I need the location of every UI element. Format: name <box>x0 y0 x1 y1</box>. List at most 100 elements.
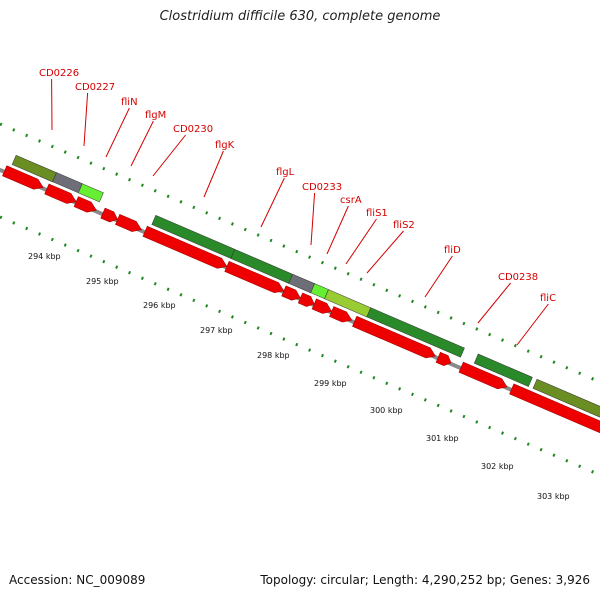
cds-arrow-5 <box>115 214 142 232</box>
topology-label: Topology: circular; Length: 4,290,252 bp… <box>260 573 590 587</box>
gene-label-leader <box>152 134 186 177</box>
outer-tick-line-tick <box>218 216 222 221</box>
gene-label-leader <box>83 92 89 147</box>
gene-label-leader <box>345 218 377 265</box>
accession-label: Accession: NC_009089 <box>9 573 146 587</box>
cds-arrow-3 <box>73 196 97 213</box>
gene-label-leader <box>260 177 285 228</box>
scale-label: 301 kbp <box>426 434 459 443</box>
inner-tick-line-tick <box>591 470 595 474</box>
gene-label-flgM: flgM <box>145 110 166 121</box>
gene-label-fliC: fliC <box>540 293 556 304</box>
outer-tick-line-tick <box>513 343 517 348</box>
scale-label: 294 kbp <box>28 252 61 261</box>
outer-tick-line-tick <box>128 177 132 182</box>
scale-label: 300 kbp <box>370 406 403 415</box>
scale-label: 298 kbp <box>257 351 290 360</box>
gene-label-leader <box>105 107 130 158</box>
outer-tick-line-tick <box>308 255 312 259</box>
gene-bar-CD0238 <box>473 353 533 387</box>
scale-label: 295 kbp <box>86 277 119 286</box>
inner-tick-line-tick <box>50 237 54 242</box>
outer-tick-line-tick <box>372 283 376 287</box>
outer-tick-line-tick <box>153 188 157 193</box>
outer-tick-line-tick <box>462 321 466 326</box>
cds-arrow-15 <box>509 383 600 444</box>
gene-label-leader <box>424 255 453 298</box>
gene-label-CD0227: CD0227 <box>75 82 115 93</box>
inner-tick-line-tick <box>89 254 93 258</box>
outer-tick-line-tick <box>333 266 337 270</box>
inner-tick-line-tick <box>115 265 119 269</box>
outer-tick-line-tick <box>12 128 16 132</box>
outer-tick-line-tick <box>501 338 505 342</box>
scale-label: 302 kbp <box>481 462 514 471</box>
scale-label: 303 kbp <box>537 492 570 501</box>
inner-tick-line-tick <box>153 281 157 286</box>
inner-tick-line-tick <box>552 453 556 457</box>
outer-tick-line-tick <box>488 332 492 337</box>
inner-tick-line-tick <box>166 287 170 292</box>
outer-tick-line-tick <box>37 139 42 143</box>
cds-arrow-7 <box>224 261 285 294</box>
outer-tick-line-tick <box>179 200 183 204</box>
outer-tick-line-tick <box>0 122 3 127</box>
map-title: Clostridium difficile 630, complete geno… <box>159 9 441 24</box>
outer-tick-line-tick <box>552 360 556 364</box>
inner-tick-line-tick <box>12 221 16 225</box>
outer-tick-line-tick <box>578 371 582 376</box>
inner-tick-line-tick <box>269 331 273 336</box>
gene-label-flgK: flgK <box>215 140 235 151</box>
inner-tick-line-tick <box>76 248 80 253</box>
cds-arrow-4 <box>100 207 118 223</box>
inner-tick-line-tick <box>218 309 222 314</box>
inner-tick-line-tick <box>526 442 530 446</box>
outer-tick-line-tick <box>25 133 29 138</box>
outer-tick-line-tick <box>346 271 350 276</box>
outer-tick-line-tick <box>436 310 440 315</box>
cds-arrow-8 <box>281 285 301 301</box>
inner-tick-line-tick <box>488 425 492 430</box>
inner-tick-line-tick <box>25 226 29 231</box>
cds-arrow-11 <box>329 306 353 323</box>
gene-label-leader <box>477 282 511 324</box>
cds-arrow-14 <box>458 361 508 390</box>
outer-tick-line-tick <box>282 244 286 248</box>
cds-arrow-2 <box>44 183 77 204</box>
outer-tick-line-tick <box>269 238 273 243</box>
inner-tick-line-tick <box>192 298 196 303</box>
outer-tick-line-tick <box>385 288 389 293</box>
inner-tick-line-tick <box>282 337 286 341</box>
gene-label-CD0238: CD0238 <box>498 272 538 283</box>
inner-tick-line-tick <box>140 276 144 281</box>
inner-tick-line-tick <box>295 342 299 347</box>
gene-bar-fliC <box>532 378 600 432</box>
gene-label-CD0233: CD0233 <box>302 182 342 193</box>
outer-tick-line-tick <box>256 233 260 237</box>
gene-label-fliS1: fliS1 <box>366 208 388 219</box>
outer-tick-line-tick <box>102 166 106 171</box>
inner-tick-line-tick <box>359 370 363 375</box>
outer-tick-line-tick <box>320 260 324 265</box>
cds-arrow-13 <box>435 351 452 366</box>
inner-tick-line-tick <box>128 270 132 275</box>
outer-tick-line-tick <box>526 349 530 353</box>
inner-tick-line-tick <box>372 376 376 380</box>
inner-tick-line-tick <box>565 458 569 463</box>
inner-tick-line-tick <box>462 414 466 419</box>
inner-tick-line-tick <box>436 403 440 408</box>
inner-tick-line-tick <box>449 409 453 413</box>
outer-tick-line-tick <box>398 294 402 298</box>
gene-label-leader <box>326 205 349 255</box>
inner-tick-line-tick <box>179 293 183 297</box>
inner-tick-line-tick <box>37 232 42 236</box>
inner-tick-line-tick <box>205 304 209 308</box>
cds-arrow-6 <box>142 225 228 269</box>
outer-tick-line-tick <box>565 365 569 370</box>
cds-arrow-12 <box>352 315 436 359</box>
inner-tick-line-tick <box>63 243 67 247</box>
cds-arrow-9 <box>297 292 315 307</box>
inner-tick-line-tick <box>308 348 312 352</box>
inner-tick-line-tick <box>539 447 543 452</box>
